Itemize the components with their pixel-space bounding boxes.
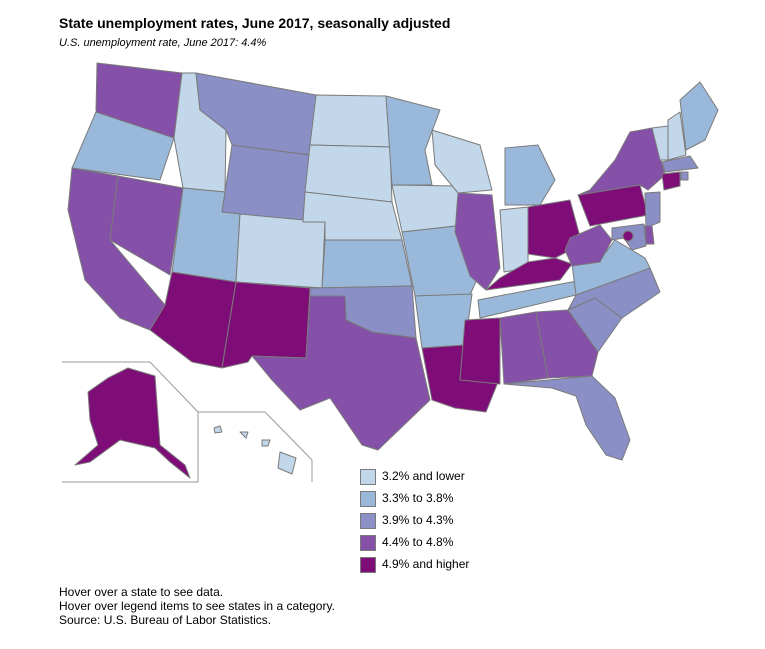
legend-swatch [360,491,376,507]
footnote-source: Source: U.S. Bureau of Labor Statistics. [59,613,272,627]
state-mn[interactable] [385,95,441,186]
state-ga[interactable] [535,309,599,379]
legend-swatch [360,469,376,485]
state-wv[interactable] [564,224,613,267]
state-ia[interactable] [391,184,466,233]
state-ct[interactable] [661,171,681,191]
state-fl[interactable] [503,375,631,461]
state-nm[interactable] [221,281,311,369]
legend-swatch [360,557,376,573]
state-ks[interactable] [321,239,413,289]
state-hi[interactable] [213,425,297,475]
state-ak[interactable] [74,367,191,479]
state-ky[interactable] [485,257,573,291]
state-me[interactable] [679,81,719,151]
state-tx[interactable] [251,295,431,451]
legend-label: 3.3% to 3.8% [382,491,454,505]
state-dc[interactable] [622,230,634,242]
state-co[interactable] [235,213,326,289]
legend-swatch [360,513,376,529]
state-ma[interactable] [661,155,699,173]
state-ny[interactable] [577,127,666,196]
legend-label: 3.2% and lower [382,469,465,483]
state-or[interactable] [71,111,175,181]
footnote-hover-state: Hover over a state to see data. [59,585,224,599]
state-nj[interactable] [644,191,661,229]
map-title: State unemployment rates, June 2017, sea… [59,15,451,31]
state-az[interactable] [149,271,237,369]
state-ri[interactable] [680,171,689,181]
state-wy[interactable] [221,144,311,223]
state-nh[interactable] [667,111,687,161]
hawaii-inset-frame [198,411,313,482]
legend-label: 4.9% and higher [382,557,470,571]
state-wi[interactable] [431,129,493,194]
state-in[interactable] [499,206,529,273]
state-nv[interactable] [109,175,184,276]
state-nd[interactable] [309,94,391,148]
legend-swatch [360,535,376,551]
state-de[interactable] [644,225,655,245]
map-subtitle: U.S. unemployment rate, June 2017: 4.4% [59,37,267,49]
state-mi[interactable] [504,144,556,206]
legend-label: 4.4% to 4.8% [382,535,454,549]
legend-label: 3.9% to 4.3% [382,513,454,527]
footnote-hover-legend: Hover over legend items to see states in… [59,599,335,613]
footnotes: Hover over a state to see data. Hover ov… [59,585,335,627]
state-ms[interactable] [459,317,501,385]
